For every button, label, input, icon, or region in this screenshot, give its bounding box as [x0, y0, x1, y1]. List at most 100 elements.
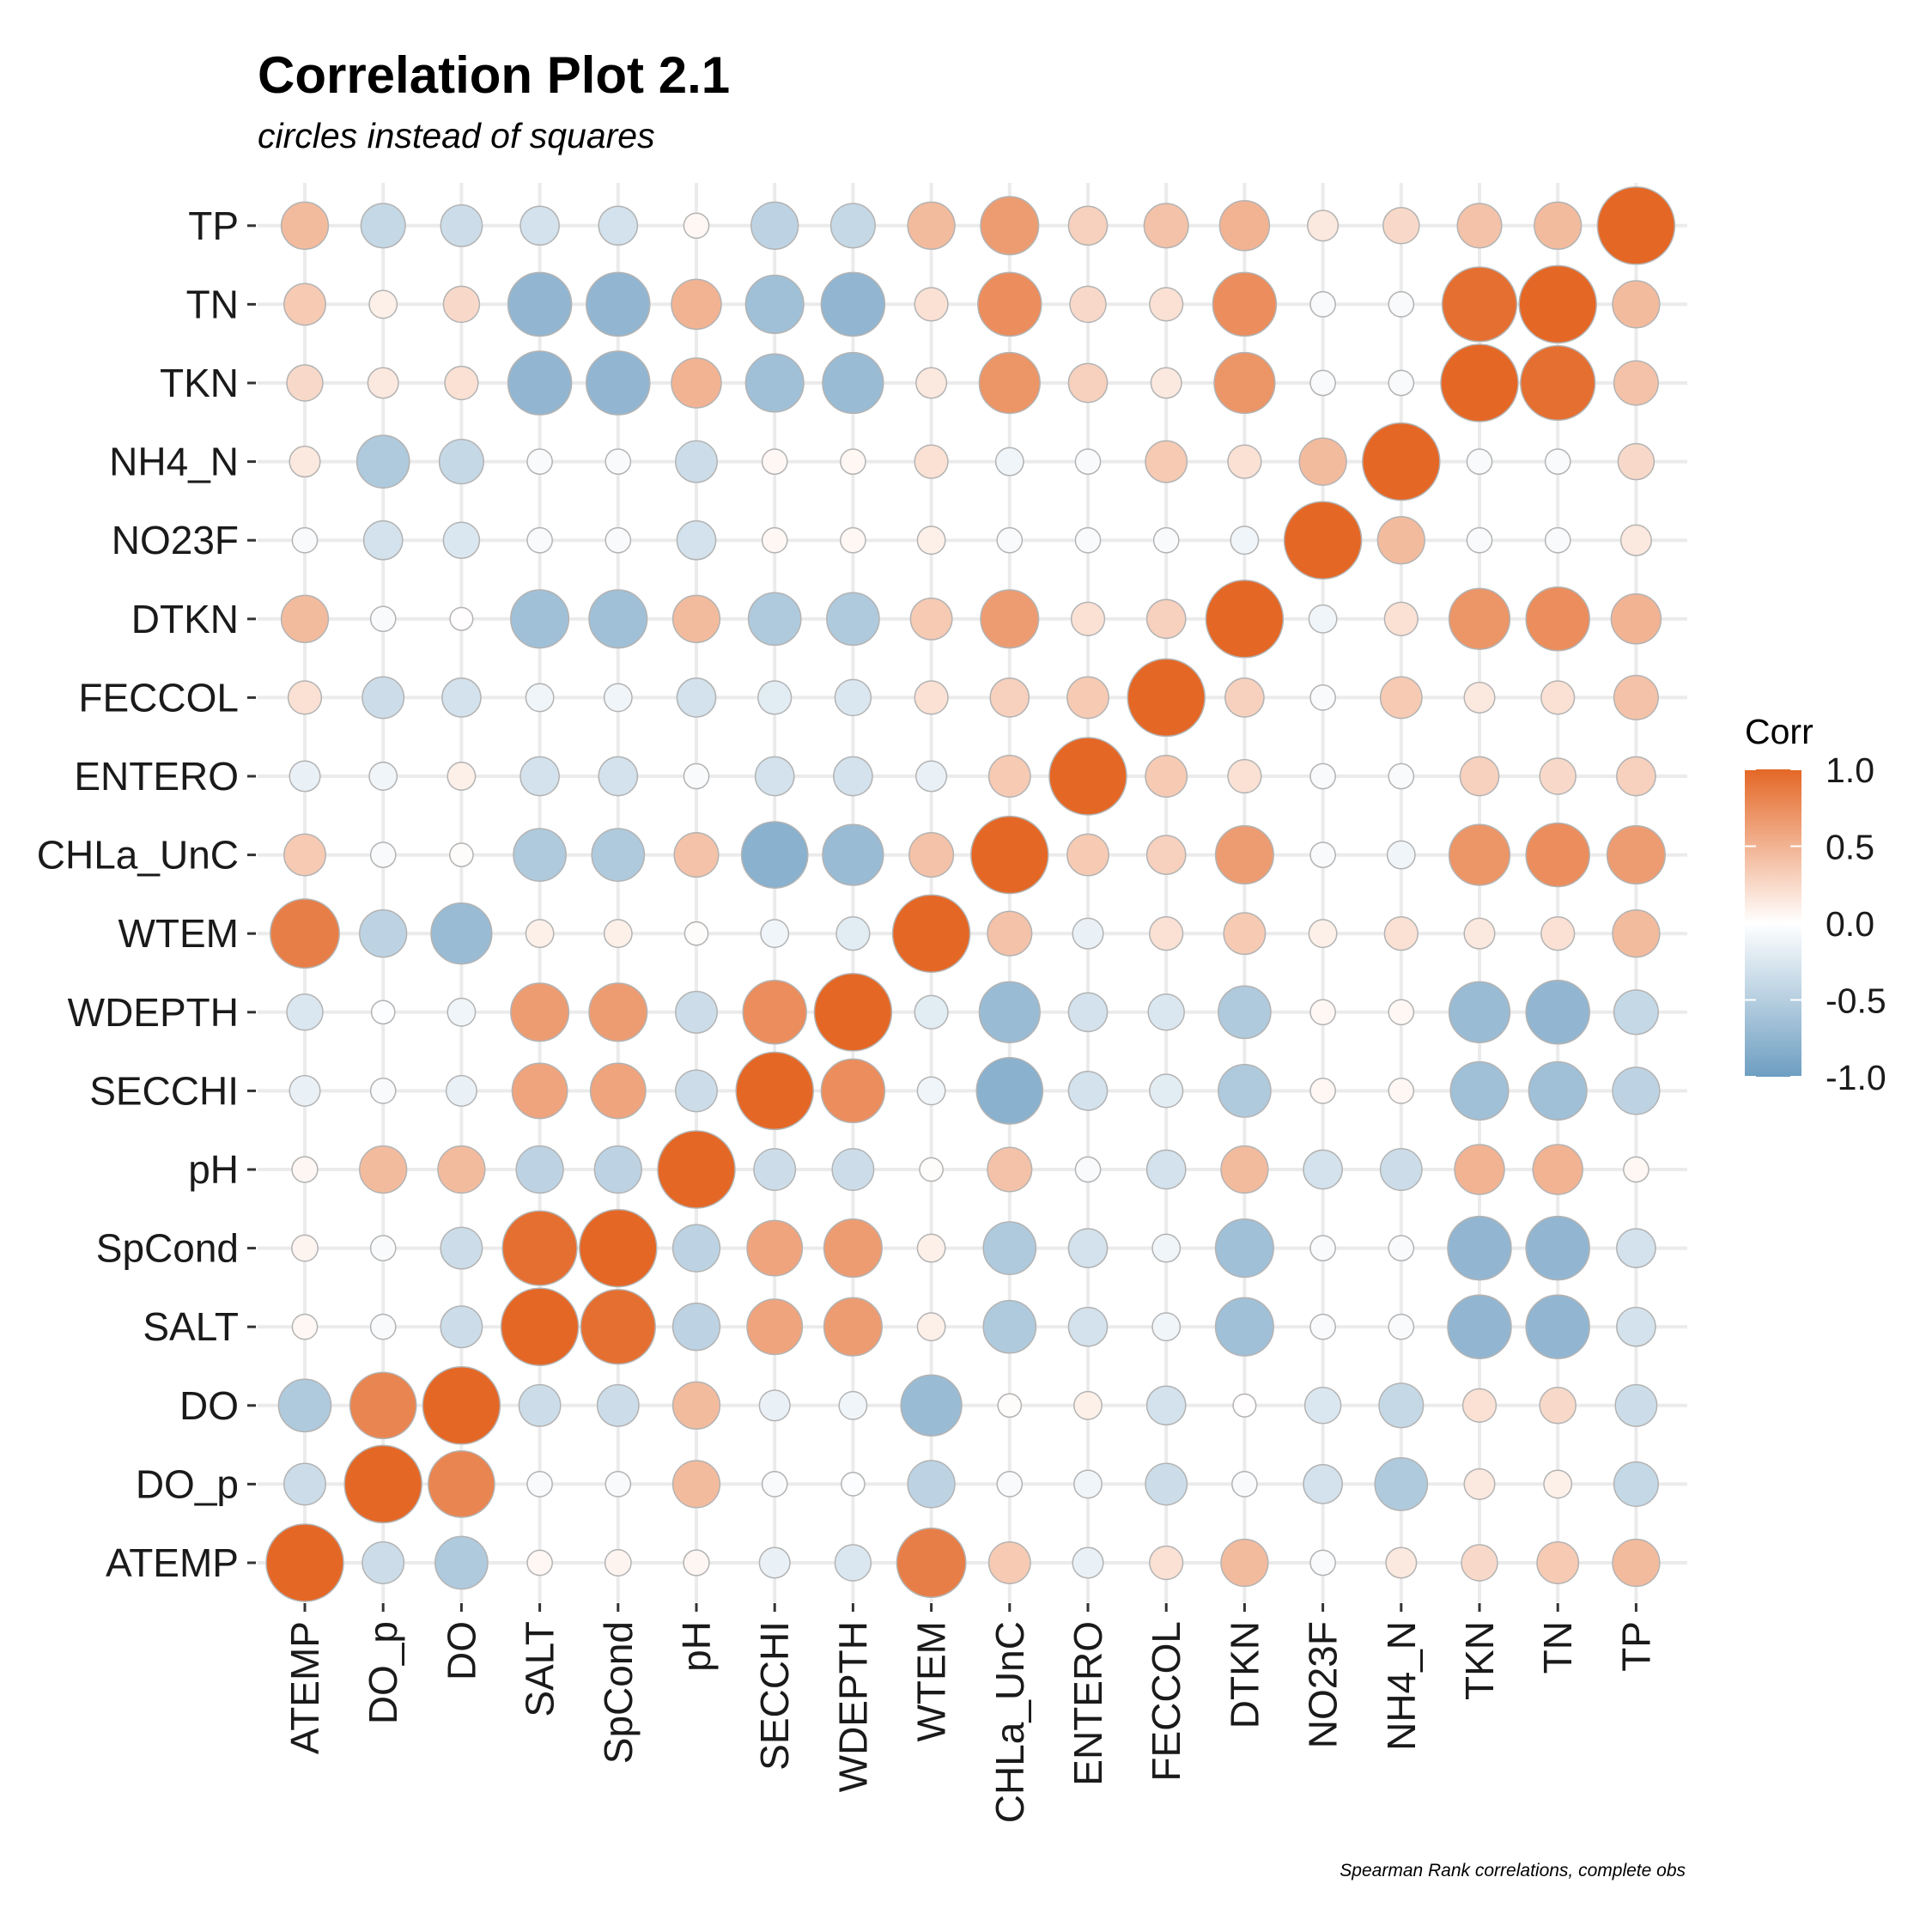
correlation-circle [270, 898, 340, 969]
correlation-circle [1074, 1156, 1102, 1183]
correlation-circle [914, 444, 949, 479]
x-tick-label: SALT [518, 1621, 562, 1717]
correlation-circle [361, 1541, 405, 1584]
correlation-circle [1145, 835, 1187, 875]
correlation-circle [1382, 207, 1420, 245]
correlation-circle [676, 677, 717, 718]
correlation-circle [1456, 203, 1503, 249]
correlation-circle [907, 1460, 956, 1509]
correlation-circle [1218, 1064, 1272, 1118]
correlation-circle [1525, 1294, 1590, 1359]
correlation-circle [513, 828, 567, 882]
x-axis: ATEMP DO_p DO SALT SpCond pH SECCHI WDEPTH WTEM C… [283, 1603, 1658, 1823]
correlation-circle [982, 1299, 1037, 1354]
correlation-circle [1214, 825, 1274, 885]
correlation-circle [368, 289, 398, 319]
y-tick-label: WTEM [118, 911, 239, 956]
correlation-circle [1447, 1294, 1512, 1359]
correlation-circle [1303, 1387, 1342, 1425]
correlation-circle [605, 1471, 632, 1498]
correlation-circle [1073, 1469, 1103, 1499]
correlation-circle [1067, 1071, 1109, 1111]
correlation-circle [896, 1528, 967, 1598]
correlation-circle [840, 526, 866, 554]
correlation-circle [369, 605, 397, 633]
correlation-circle [428, 1450, 495, 1518]
x-tick-label: ATEMP [283, 1621, 327, 1754]
correlation-circle [1612, 280, 1661, 329]
correlation-circle [1073, 1390, 1103, 1420]
correlation-circle [1151, 1233, 1182, 1263]
correlation-circle [758, 1389, 791, 1422]
correlation-circle [1388, 999, 1415, 1026]
correlation-circle [1448, 823, 1511, 886]
correlation-circle [1067, 1228, 1109, 1268]
correlation-circle [1308, 604, 1338, 634]
correlation-circle [369, 1235, 397, 1261]
correlation-circle [987, 755, 1031, 798]
correlation-circle [1218, 200, 1271, 252]
correlation-circle [598, 756, 639, 797]
correlation-circle [987, 910, 1033, 957]
correlation-circle [362, 519, 404, 561]
correlation-circle [822, 823, 884, 886]
y-tick-label: NH4_N [109, 440, 239, 484]
correlation-circle [989, 677, 1030, 718]
correlation-circle [1388, 1078, 1415, 1104]
correlation-circle [1151, 1312, 1182, 1342]
correlation-circle [914, 680, 949, 715]
correlation-circle [1525, 822, 1590, 888]
correlation-circle [289, 1074, 321, 1107]
correlation-circle [671, 1460, 721, 1509]
correlation-circle [1617, 442, 1656, 481]
correlation-circle [1220, 1538, 1269, 1588]
correlation-circle [829, 203, 876, 249]
correlation-circle [675, 1069, 718, 1113]
correlation-circle [1613, 360, 1659, 406]
correlation-circle [500, 1287, 580, 1366]
correlation-circle [675, 990, 718, 1034]
correlation-circle [596, 1383, 640, 1427]
correlation-circle [343, 1444, 422, 1524]
correlation-circle [975, 1057, 1044, 1125]
correlation-circle [588, 589, 648, 649]
correlation-circle [1376, 516, 1425, 565]
correlation-circle [820, 271, 886, 337]
correlation-circle [834, 678, 872, 717]
correlation-circle [1227, 758, 1262, 794]
y-tick-label: DTKN [131, 597, 239, 641]
correlation-circle [422, 1366, 501, 1445]
correlation-circle [1149, 916, 1184, 951]
correlation-circle [280, 201, 330, 250]
correlation-circle [369, 1078, 397, 1104]
correlation-circle [1378, 1382, 1425, 1429]
legend-title: Corr [1745, 712, 1814, 751]
correlation-circle [367, 367, 399, 399]
correlation-circle [519, 756, 560, 797]
correlation-circle [1461, 1388, 1498, 1423]
x-tick-label: FECCOL [1144, 1621, 1188, 1782]
correlation-circle [914, 287, 949, 322]
correlation-circle [823, 1297, 883, 1357]
y-tick-label: DO_p [136, 1461, 239, 1506]
correlation-circle [598, 205, 639, 246]
y-tick-label: TKN [160, 361, 239, 405]
correlation-circle [822, 351, 884, 415]
correlation-circle [1309, 369, 1336, 397]
x-tick-label: DO_p [361, 1621, 405, 1724]
correlation-circle [1461, 1544, 1498, 1582]
correlation-circle [526, 1549, 553, 1577]
correlation-circle [1544, 526, 1571, 554]
correlation-circle [1613, 674, 1659, 720]
correlation-circle [1466, 526, 1493, 554]
correlation-circle [841, 1472, 866, 1497]
correlation-circle [586, 271, 651, 337]
y-tick-label: ATEMP [106, 1540, 239, 1585]
y-tick-label: TN [186, 282, 239, 326]
correlation-circle [442, 285, 481, 324]
y-tick-label: SALT [143, 1304, 239, 1349]
correlation-circle [831, 1148, 875, 1191]
correlation-circle [1614, 1383, 1658, 1427]
correlation-circle [758, 1546, 791, 1579]
